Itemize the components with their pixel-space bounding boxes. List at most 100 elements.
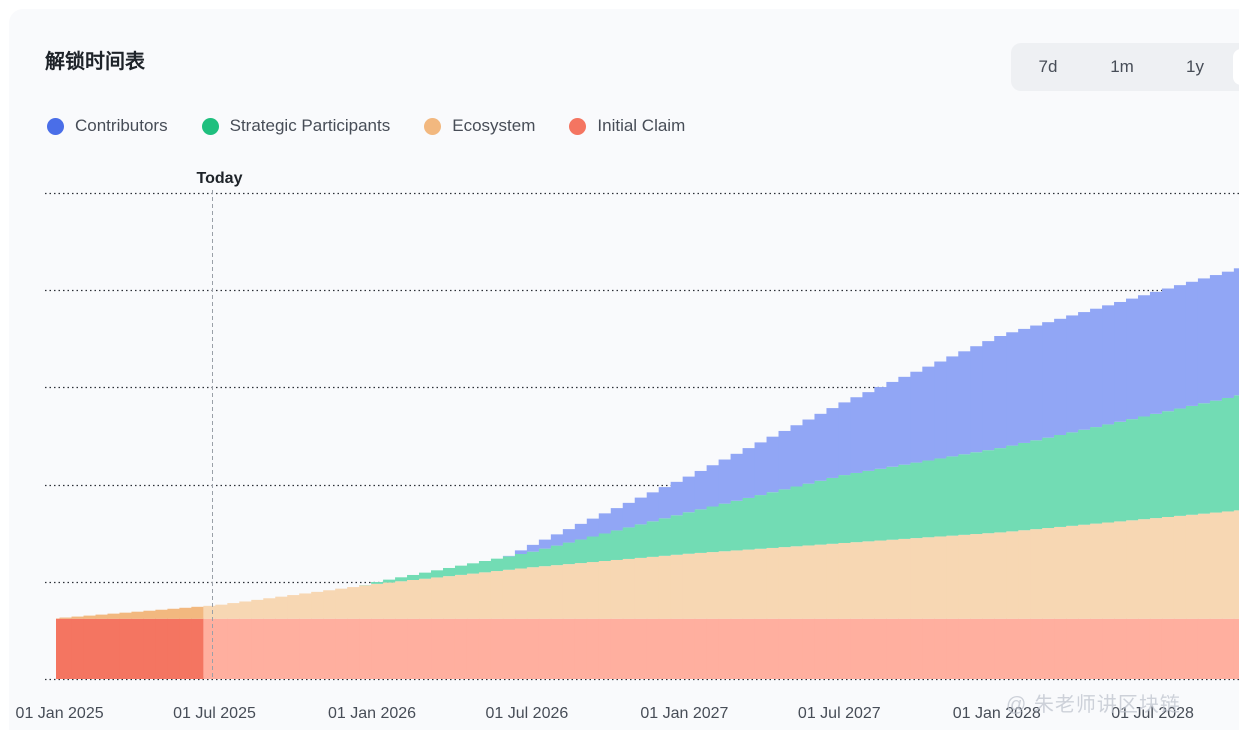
range-tab-1m[interactable]: 1m [1110, 57, 1134, 76]
area-segment-initial-claim [1066, 618, 1079, 679]
area-segment-contributors [874, 387, 887, 469]
area-segment-initial-claim [1209, 618, 1223, 679]
area-segment-strategic-participants [526, 551, 540, 568]
area-segment-ecosystem [682, 553, 696, 619]
area-segment-ecosystem [1126, 520, 1139, 619]
area-segment-initial-claim [1126, 618, 1139, 679]
area-segment-initial-claim [56, 618, 61, 679]
area-segment-initial-claim [215, 618, 228, 679]
area-segment-ecosystem [155, 609, 168, 619]
legend-item-strategic-participants[interactable]: Strategic Participants [201, 116, 390, 136]
area-segment-strategic-participants [934, 458, 947, 537]
area-segment-contributors [574, 523, 588, 540]
x-tick-label: 01 Jan 2028 [953, 705, 1041, 722]
area-segment-strategic-participants [850, 472, 863, 543]
range-tab-active[interactable] [1233, 49, 1239, 85]
area-segment-initial-claim [514, 618, 528, 679]
area-segment-initial-claim [95, 618, 109, 679]
legend-label: Initial Claim [597, 116, 686, 135]
legend-item-ecosystem[interactable]: Ecosystem [424, 116, 535, 136]
area-segment-ecosystem [562, 564, 576, 619]
area-segment-ecosystem [802, 545, 816, 619]
area-segment-initial-claim [826, 618, 840, 679]
area-segment-initial-claim [1006, 618, 1019, 679]
area-segment-initial-claim [994, 618, 1007, 679]
area-segment-strategic-participants [874, 468, 887, 541]
area-segment-strategic-participants [982, 450, 995, 534]
area-segment-contributors [1006, 332, 1019, 446]
area-segment-initial-claim [898, 618, 911, 679]
area-segment-initial-claim [431, 618, 444, 679]
area-segment-contributors [718, 459, 732, 504]
legend-item-initial-claim[interactable]: Initial Claim [569, 116, 685, 136]
area-segment-initial-claim [119, 618, 133, 679]
area-segment-ecosystem [598, 561, 612, 619]
area-segment-strategic-participants [622, 527, 636, 559]
area-segment-ecosystem [347, 587, 360, 619]
area-segment-initial-claim [1078, 618, 1091, 679]
area-segment-initial-claim [1090, 618, 1103, 679]
area-segment-contributors [1209, 275, 1223, 401]
area-segment-initial-claim [1161, 618, 1175, 679]
area-segment-ecosystem [526, 567, 540, 619]
area-segment-initial-claim [670, 618, 684, 679]
area-segment-strategic-participants [922, 460, 935, 538]
area-segment-contributors [1054, 318, 1067, 435]
area-segment-initial-claim [143, 618, 157, 679]
legend-item-contributors[interactable]: Contributors [47, 116, 168, 136]
area-segment-initial-claim [886, 618, 899, 679]
area-segment-contributors [1173, 285, 1187, 409]
area-segment-ecosystem [646, 556, 660, 619]
area-segment-strategic-participants [443, 567, 456, 577]
area-segment-contributors [586, 518, 600, 537]
area-segment-initial-claim [778, 618, 792, 679]
area-segment-strategic-participants [383, 579, 396, 583]
time-range-selector: 7d 1m 1y [1011, 43, 1239, 91]
area-segment-strategic-participants [742, 497, 756, 550]
area-segment-initial-claim [191, 618, 204, 679]
area-segment-initial-claim [323, 618, 336, 679]
area-segment-strategic-participants [946, 456, 959, 536]
area-segment-initial-claim [658, 618, 672, 679]
area-segment-ecosystem [311, 591, 324, 619]
area-segment-initial-claim [526, 618, 540, 679]
area-segment-strategic-participants [730, 500, 744, 551]
area-segment-initial-claim [335, 618, 348, 679]
area-segment-strategic-participants [754, 495, 768, 549]
area-segment-ecosystem [946, 535, 959, 619]
area-segment-ecosystem [994, 532, 1007, 619]
area-segment-ecosystem [179, 607, 192, 619]
area-segment-contributors [514, 550, 528, 554]
area-segment-contributors [634, 497, 648, 525]
area-segment-strategic-participants [658, 518, 672, 556]
area-segment-initial-claim [562, 618, 576, 679]
area-segment-initial-claim [574, 618, 588, 679]
area-segment-ecosystem [167, 608, 180, 619]
area-segment-ecosystem [982, 533, 995, 619]
area-segment-contributors [706, 465, 720, 507]
area-segment-initial-claim [1173, 618, 1187, 679]
range-tab-1y[interactable]: 1y [1186, 57, 1204, 76]
area-segment-initial-claim [407, 618, 420, 679]
area-segment-ecosystem [454, 574, 468, 619]
area-segment-initial-claim [646, 618, 660, 679]
area-segment-contributors [1138, 295, 1151, 417]
area-segment-contributors [1078, 312, 1091, 430]
area-segment-contributors [790, 425, 804, 487]
area-segment-strategic-participants [1221, 397, 1235, 512]
area-segment-initial-claim [347, 618, 360, 679]
area-segment-contributors [730, 453, 744, 501]
area-segment-initial-claim [1102, 618, 1115, 679]
range-tab-7d[interactable]: 7d [1038, 57, 1058, 76]
area-segment-strategic-participants [419, 572, 432, 579]
area-segment-strategic-participants [1185, 405, 1199, 515]
area-segment-ecosystem [419, 578, 432, 619]
area-segment-initial-claim [167, 618, 180, 679]
area-segment-initial-claim [718, 618, 732, 679]
area-segment-ecosystem [1185, 514, 1199, 619]
area-segment-ecosystem [814, 544, 828, 619]
x-tick-label: 01 Jan 2025 [16, 705, 104, 722]
area-segment-ecosystem [694, 552, 708, 619]
area-segment-strategic-participants [1030, 440, 1043, 530]
area-segment-strategic-participants [634, 524, 648, 558]
